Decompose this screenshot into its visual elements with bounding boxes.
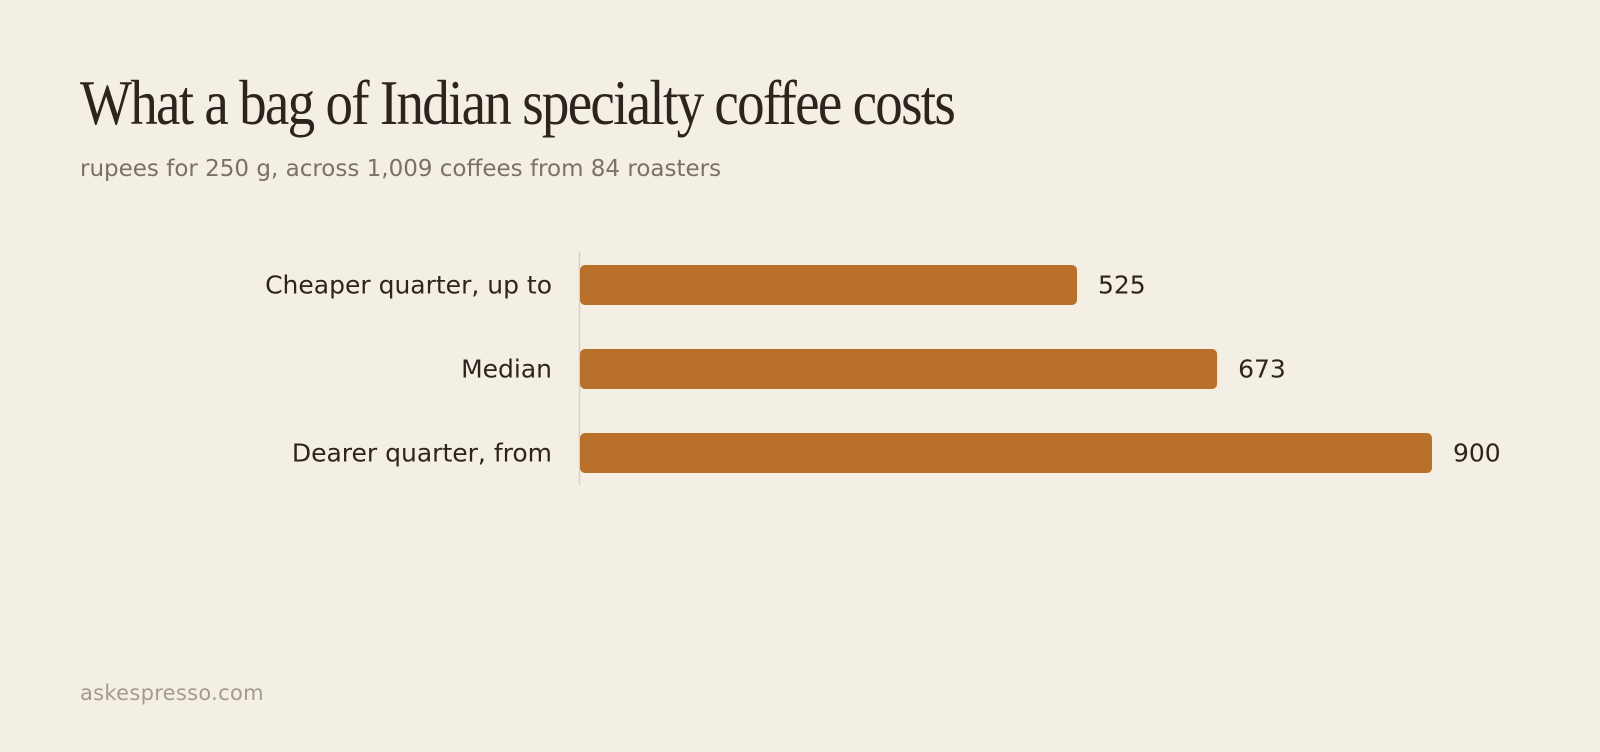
category-label: Dearer quarter, from bbox=[292, 439, 552, 468]
bar bbox=[580, 433, 1432, 473]
chart-title: What a bag of Indian specialty coffee co… bbox=[80, 67, 956, 138]
category-label: Cheaper quarter, up to bbox=[265, 271, 552, 300]
value-label: 525 bbox=[1098, 271, 1146, 300]
value-label: 673 bbox=[1238, 355, 1286, 384]
value-label: 900 bbox=[1453, 439, 1501, 468]
source-footer: askespresso.com bbox=[80, 681, 264, 705]
chart-subtitle: rupees for 250 g, across 1,009 coffees f… bbox=[80, 156, 722, 182]
category-label: Median bbox=[461, 355, 552, 384]
bar bbox=[580, 349, 1218, 389]
bar bbox=[580, 265, 1077, 305]
